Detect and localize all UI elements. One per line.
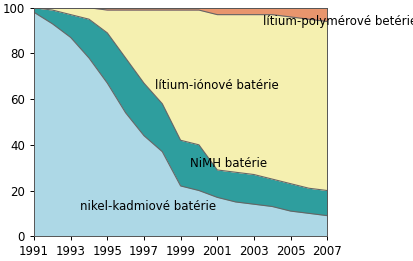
Text: lítium-polymérové betérie: lítium-polymérové betérie <box>262 15 413 28</box>
Text: NiMH batérie: NiMH batérie <box>189 157 266 170</box>
Text: nikel-kadmiové batérie: nikel-kadmiové batérie <box>80 200 216 213</box>
Text: lítium-iónové batérie: lítium-iónové batérie <box>155 79 278 92</box>
